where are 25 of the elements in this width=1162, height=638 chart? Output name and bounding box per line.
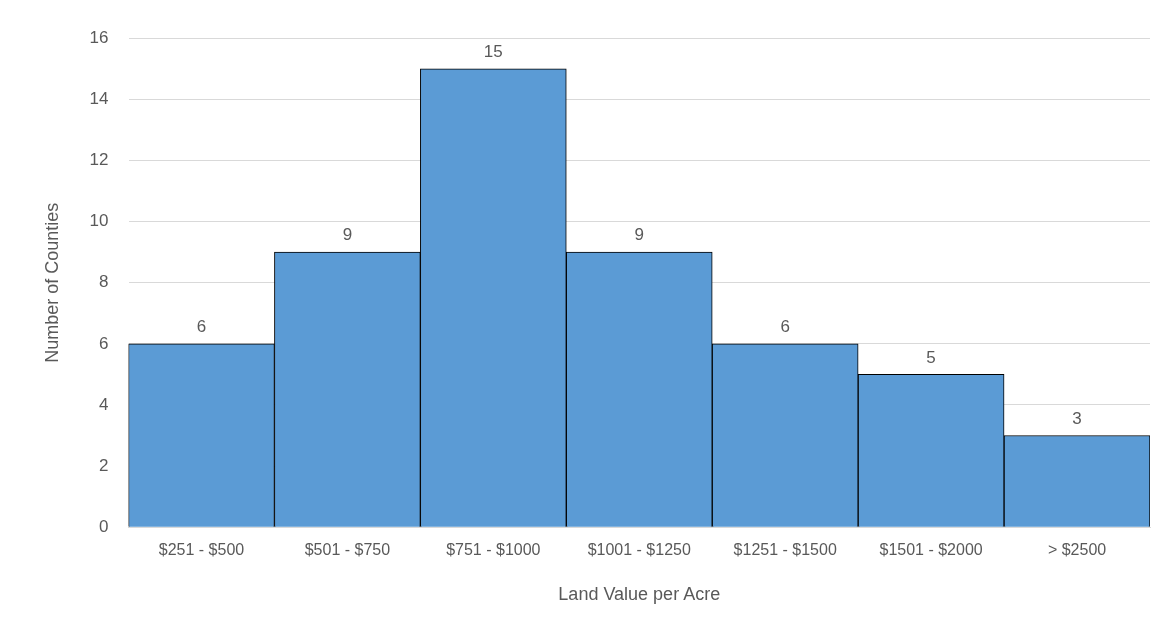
x-tick-label: $1251 - $1500 bbox=[733, 541, 837, 559]
data-label: 5 bbox=[926, 347, 936, 367]
x-tick-label: $751 - $1000 bbox=[446, 541, 541, 559]
x-tick-label: $501 - $750 bbox=[304, 541, 391, 559]
y-tick-label: 12 bbox=[89, 150, 109, 170]
data-label: 3 bbox=[1072, 408, 1082, 428]
x-tick-label: > $2500 bbox=[1047, 541, 1107, 559]
data-label: 15 bbox=[483, 41, 503, 61]
y-tick-label: 16 bbox=[89, 27, 109, 47]
y-tick-label: 0 bbox=[99, 516, 109, 536]
y-axis-title: Number of Counties bbox=[41, 202, 62, 363]
y-tick-label: 2 bbox=[99, 455, 109, 475]
x-axis-title: Land Value per Acre bbox=[558, 584, 721, 605]
x-tick-label: $251 - $500 bbox=[158, 541, 245, 559]
x-tick-label: $1001 - $1250 bbox=[587, 541, 691, 559]
x-tick-label: $1501 - $2000 bbox=[879, 541, 983, 559]
data-label: 9 bbox=[342, 225, 353, 245]
data-label: 6 bbox=[196, 317, 207, 337]
data-label: 6 bbox=[780, 317, 790, 337]
y-tick-label: 8 bbox=[99, 272, 109, 292]
data-label: 9 bbox=[634, 225, 644, 245]
y-tick-label: 14 bbox=[89, 89, 109, 109]
y-tick-label: 10 bbox=[89, 211, 109, 231]
y-tick-label: 4 bbox=[99, 394, 109, 414]
y-tick-label: 6 bbox=[99, 333, 109, 353]
